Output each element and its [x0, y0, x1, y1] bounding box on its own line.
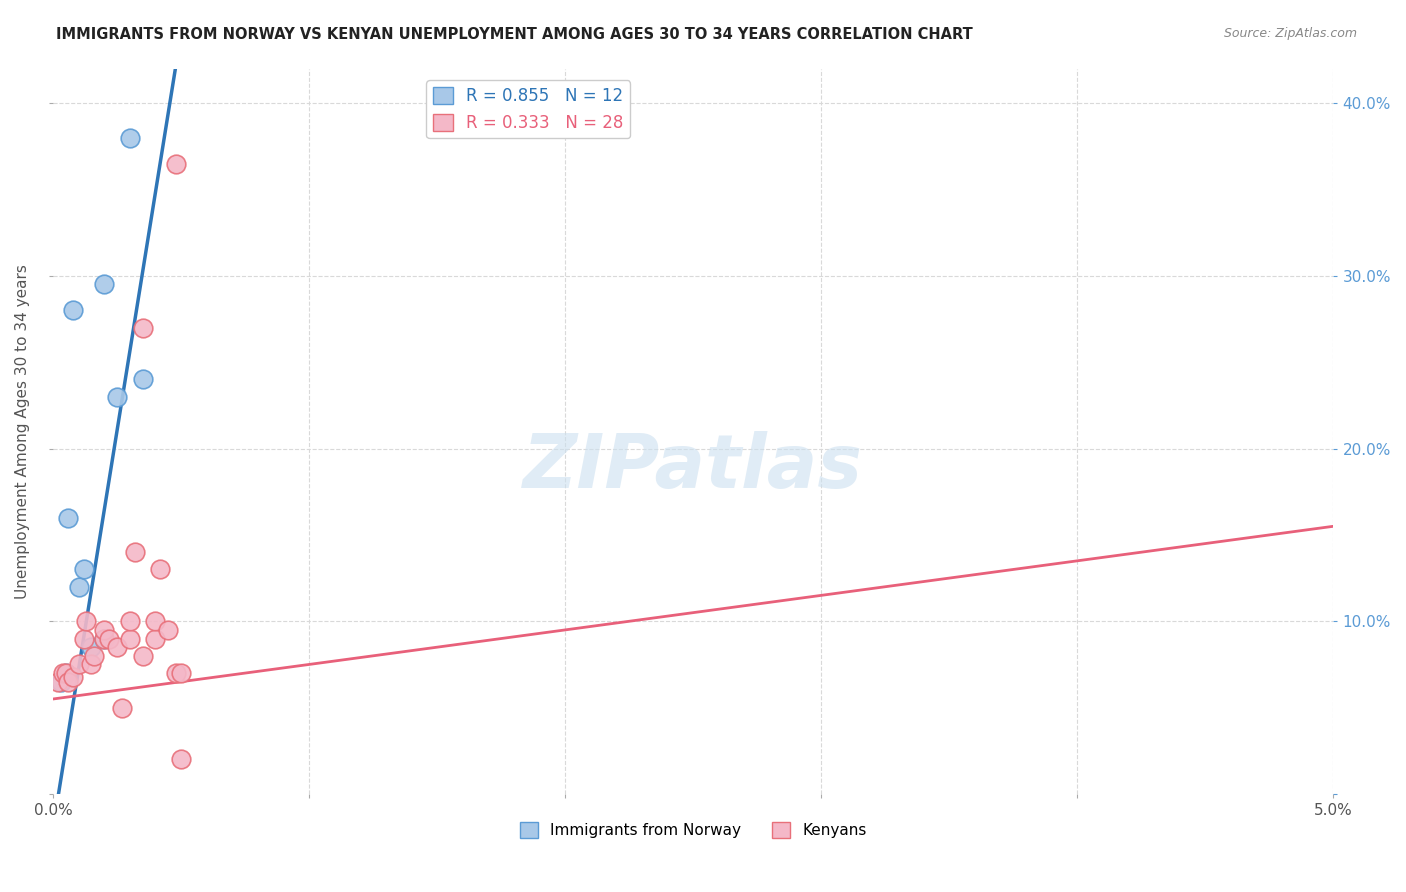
- Point: [149, 562, 172, 576]
- Point: [55, 666, 77, 681]
- Point: [93, 277, 115, 292]
- Point: [170, 666, 193, 681]
- Point: [118, 614, 141, 628]
- Point: [52, 666, 75, 681]
- Point: [58, 674, 80, 689]
- Point: [105, 390, 128, 404]
- Y-axis label: Unemployment Among Ages 30 to 34 years: Unemployment Among Ages 30 to 34 years: [15, 264, 30, 599]
- Point: [93, 632, 115, 646]
- Text: ZIPatlas: ZIPatlas: [523, 431, 863, 504]
- Point: [143, 614, 166, 628]
- Point: [98, 632, 121, 646]
- Point: [49, 674, 72, 689]
- Point: [131, 372, 153, 386]
- Point: [118, 632, 141, 646]
- Point: [58, 510, 80, 524]
- Point: [165, 666, 187, 681]
- Point: [72, 632, 94, 646]
- Point: [105, 640, 128, 655]
- Point: [72, 562, 94, 576]
- Point: [75, 614, 97, 628]
- Point: [62, 669, 84, 683]
- Point: [46, 674, 69, 689]
- Point: [80, 640, 103, 655]
- Point: [143, 632, 166, 646]
- Point: [93, 632, 115, 646]
- Point: [80, 657, 103, 672]
- Point: [131, 648, 153, 663]
- Point: [124, 545, 146, 559]
- Point: [165, 156, 187, 170]
- Text: IMMIGRANTS FROM NORWAY VS KENYAN UNEMPLOYMENT AMONG AGES 30 TO 34 YEARS CORRELAT: IMMIGRANTS FROM NORWAY VS KENYAN UNEMPLO…: [56, 27, 973, 42]
- Legend: Immigrants from Norway, Kenyans: Immigrants from Norway, Kenyans: [513, 816, 873, 845]
- Point: [157, 623, 180, 637]
- Point: [62, 303, 84, 318]
- Point: [67, 657, 90, 672]
- Point: [118, 130, 141, 145]
- Point: [67, 580, 90, 594]
- Point: [55, 666, 77, 681]
- Point: [83, 648, 105, 663]
- Text: Source: ZipAtlas.com: Source: ZipAtlas.com: [1223, 27, 1357, 40]
- Point: [93, 623, 115, 637]
- Point: [131, 320, 153, 334]
- Point: [170, 752, 193, 766]
- Point: [111, 700, 134, 714]
